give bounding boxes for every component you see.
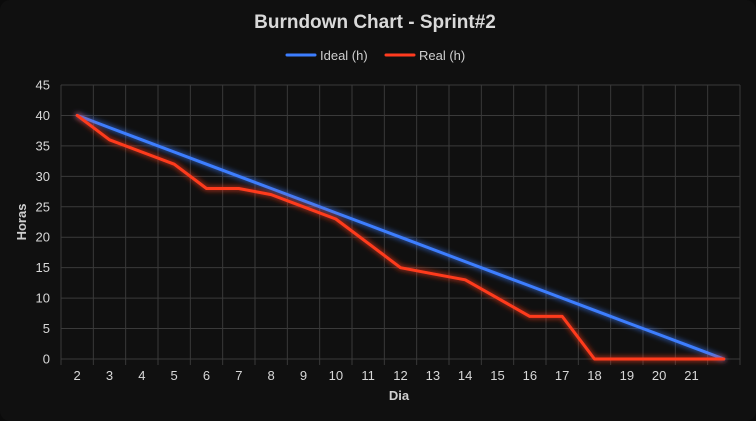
x-tick-label: 10 xyxy=(329,368,343,383)
grid xyxy=(60,84,741,365)
series-line-real xyxy=(75,113,726,361)
data-point-real[interactable] xyxy=(267,191,275,199)
data-point-real[interactable] xyxy=(655,355,663,363)
x-tick-label: 6 xyxy=(203,368,210,383)
data-point-real[interactable] xyxy=(106,136,114,144)
data-point-real[interactable] xyxy=(170,160,178,168)
data-point-ideal[interactable] xyxy=(170,148,178,156)
x-tick-label: 9 xyxy=(300,368,307,383)
x-tick-label: 7 xyxy=(235,368,242,383)
legend-item-real[interactable]: Real (h) xyxy=(384,48,465,63)
y-tick-label: 30 xyxy=(36,169,50,184)
data-point-ideal[interactable] xyxy=(235,172,243,180)
data-point-real[interactable] xyxy=(138,148,146,156)
series-lines xyxy=(73,111,728,363)
data-point-real[interactable] xyxy=(332,215,340,223)
y-tick-label: 35 xyxy=(36,138,50,153)
data-point-real[interactable] xyxy=(526,312,534,320)
data-point-ideal[interactable] xyxy=(526,282,534,290)
x-tick-label: 19 xyxy=(620,368,634,383)
data-point-real[interactable] xyxy=(235,185,243,193)
x-tick-label: 20 xyxy=(652,368,666,383)
x-tick-label: 13 xyxy=(426,368,440,383)
data-point-real[interactable] xyxy=(461,276,469,284)
x-tick-label: 11 xyxy=(361,368,375,383)
data-point-ideal[interactable] xyxy=(203,160,211,168)
legend-label-ideal: Ideal (h) xyxy=(320,48,368,63)
y-tick-label: 45 xyxy=(36,78,50,93)
data-point-ideal[interactable] xyxy=(623,318,631,326)
x-axis-ticks: 2 3 4 5 6 7 8 9 10 11 12 13 14 15 16 17 18 19 20 21 xyxy=(74,368,699,383)
data-point-real[interactable] xyxy=(623,355,631,363)
data-point-ideal[interactable] xyxy=(106,124,114,132)
x-tick-label: 8 xyxy=(268,368,275,383)
x-tick-label: 16 xyxy=(523,368,537,383)
data-point-real[interactable] xyxy=(558,312,566,320)
x-tick-label: 21 xyxy=(684,368,698,383)
x-tick-label: 18 xyxy=(587,368,601,383)
data-point-real[interactable] xyxy=(397,264,405,272)
data-point-ideal[interactable] xyxy=(688,343,696,351)
legend-item-ideal[interactable]: Ideal (h) xyxy=(285,48,368,63)
y-tick-label: 5 xyxy=(43,321,50,336)
x-tick-label: 4 xyxy=(138,368,145,383)
data-point-ideal[interactable] xyxy=(397,233,405,241)
y-axis-ticks: 0 5 10 15 20 25 30 35 40 45 xyxy=(36,78,50,367)
x-tick-label: 15 xyxy=(490,368,504,383)
x-tick-label: 3 xyxy=(106,368,113,383)
data-point-real[interactable] xyxy=(364,239,372,247)
data-point-ideal[interactable] xyxy=(591,306,599,314)
data-point-real[interactable] xyxy=(73,111,81,119)
x-tick-label: 5 xyxy=(171,368,178,383)
y-axis-label: Horas xyxy=(14,204,29,241)
chart-title: Burndown Chart - Sprint#2 xyxy=(254,12,496,33)
y-tick-label: 15 xyxy=(36,260,50,275)
data-point-ideal[interactable] xyxy=(558,294,566,302)
y-tick-label: 10 xyxy=(36,291,50,306)
legend: Ideal (h) Real (h) xyxy=(285,48,465,63)
data-point-ideal[interactable] xyxy=(655,331,663,339)
data-point-real[interactable] xyxy=(300,203,308,211)
x-tick-label: 12 xyxy=(393,368,407,383)
x-tick-label: 2 xyxy=(74,368,81,383)
data-point-real[interactable] xyxy=(688,355,696,363)
data-point-real[interactable] xyxy=(494,294,502,302)
data-point-real[interactable] xyxy=(429,270,437,278)
legend-label-real: Real (h) xyxy=(419,48,465,63)
data-point-ideal[interactable] xyxy=(461,258,469,266)
data-point-ideal[interactable] xyxy=(364,221,372,229)
x-axis-label: Dia xyxy=(389,388,410,403)
x-tick-label: 14 xyxy=(458,368,472,383)
data-point-real[interactable] xyxy=(591,355,599,363)
data-point-ideal[interactable] xyxy=(429,245,437,253)
data-point-real[interactable] xyxy=(203,185,211,193)
series-line-ideal xyxy=(75,113,726,361)
y-tick-label: 20 xyxy=(36,230,50,245)
x-tick-label: 17 xyxy=(555,368,569,383)
y-tick-label: 40 xyxy=(36,108,50,123)
y-tick-label: 25 xyxy=(36,199,50,214)
data-point-real[interactable] xyxy=(720,355,728,363)
y-tick-label: 0 xyxy=(43,352,50,367)
data-point-ideal[interactable] xyxy=(138,136,146,144)
data-point-ideal[interactable] xyxy=(494,270,502,278)
